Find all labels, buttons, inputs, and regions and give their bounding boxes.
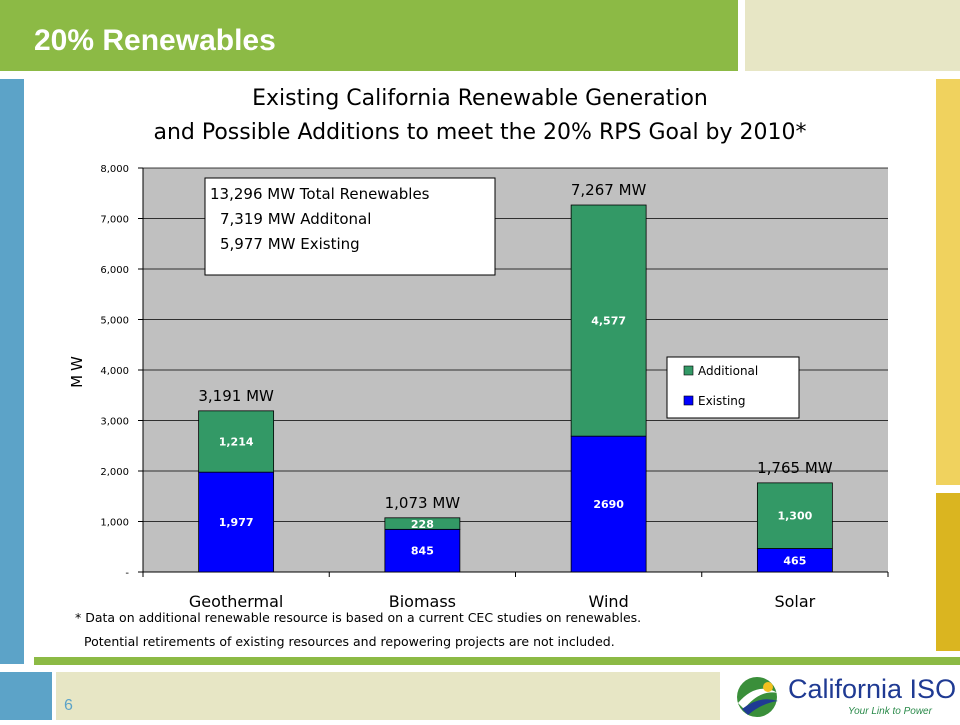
logo-swoosh-icon <box>737 677 778 717</box>
data-label-additional: 228 <box>411 518 434 531</box>
right-yellow-bar <box>936 79 960 485</box>
category-label: Wind <box>589 592 629 611</box>
bottom-green-line <box>34 657 960 665</box>
data-label-existing: 1,977 <box>219 516 254 529</box>
category-label: Biomass <box>389 592 456 611</box>
bar-existing <box>570 435 647 573</box>
page-number: 6 <box>64 697 73 714</box>
bar-existing <box>384 528 461 573</box>
category-label: Solar <box>774 592 815 611</box>
summary-line: 5,977 MW Existing <box>220 235 360 253</box>
footnote-data-source: * Data on additional renewable resource … <box>75 610 642 625</box>
legend-label: Additional <box>698 364 758 378</box>
total-label: 1,765 MW <box>757 459 833 477</box>
bar-existing <box>198 471 275 573</box>
y-axis-label: MW <box>68 352 86 388</box>
logo-tagline: Your Link to Power <box>848 706 932 717</box>
summary-line: 7,319 MW Additonal <box>220 210 371 228</box>
data-label-additional: 1,300 <box>777 510 812 523</box>
y-tick-label: 7,000 <box>100 215 129 226</box>
data-label-additional: 1,214 <box>219 436 254 449</box>
logo-name: California ISO <box>788 674 957 704</box>
legend-swatch <box>683 365 694 376</box>
footer-blue-block <box>0 672 52 720</box>
legend-swatch <box>683 395 694 406</box>
header-cream-block <box>745 0 960 71</box>
y-tick-label: 3,000 <box>100 417 129 428</box>
y-tick-label: - <box>125 568 129 579</box>
right-gold-bar <box>936 493 960 651</box>
bar-additional <box>570 204 647 437</box>
legend-box <box>666 356 800 419</box>
total-label: 3,191 MW <box>198 387 274 405</box>
category-label: Geothermal <box>189 592 283 611</box>
bar-additional <box>756 482 833 549</box>
y-tick-label: 8,000 <box>100 164 129 175</box>
california-iso-logo: California ISO Your Link to Power <box>730 672 957 720</box>
y-tick-label: 2,000 <box>100 467 129 478</box>
y-tick-label: 5,000 <box>100 316 129 327</box>
footer-cream-bar <box>56 672 720 720</box>
footnote-retirements: Potential retirements of existing resour… <box>84 634 615 649</box>
bar-additional <box>384 517 461 530</box>
y-tick-label: 4,000 <box>100 366 129 377</box>
total-label: 7,267 MW <box>571 181 647 199</box>
plot-area <box>143 168 888 572</box>
bar-additional <box>198 410 275 473</box>
data-label-existing: 465 <box>783 554 806 567</box>
left-blue-bar <box>0 79 24 664</box>
summary-line: 13,296 MW Total Renewables <box>210 185 430 203</box>
y-tick-label: 1,000 <box>100 518 129 529</box>
data-label-additional: 4,577 <box>591 315 626 328</box>
chart-title-line-2: and Possible Additions to meet the 20% R… <box>153 120 807 145</box>
chart-title-line-1: Existing California Renewable Generation <box>252 86 708 111</box>
bar-existing <box>756 548 833 573</box>
data-label-existing: 845 <box>411 545 434 558</box>
total-label: 1,073 MW <box>385 494 461 512</box>
summary-box <box>204 177 496 276</box>
header-green-bar <box>0 0 738 71</box>
data-label-existing: 2690 <box>593 498 624 511</box>
legend-label: Existing <box>698 394 746 408</box>
y-tick-label: 6,000 <box>100 265 129 276</box>
slide-title: 20% Renewables <box>34 24 276 57</box>
